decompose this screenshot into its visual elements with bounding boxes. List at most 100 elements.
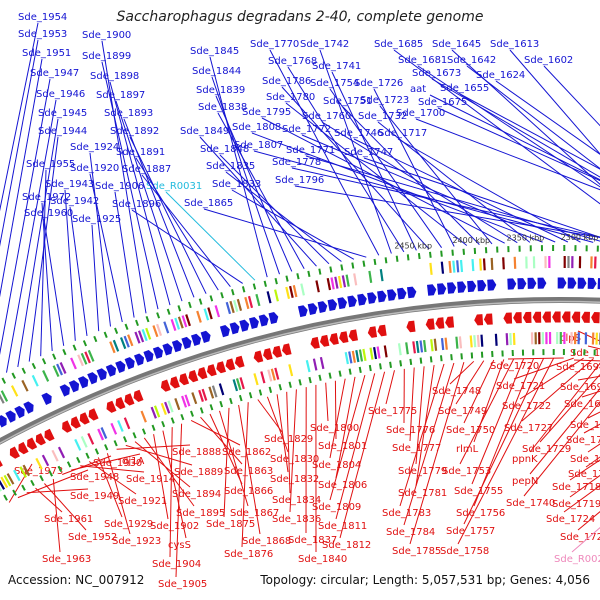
cog-bar-inner	[469, 335, 473, 348]
top-gene-label: Sde_1896	[112, 199, 161, 210]
top-leader-line	[543, 65, 600, 127]
gene-arrow-forward	[477, 280, 487, 292]
cog-bar-inner	[211, 385, 218, 398]
bottom-gene-label: ppnK	[512, 454, 538, 465]
bottom-leader-line	[266, 396, 289, 453]
top-leader-line	[269, 49, 380, 256]
bottom-leader-line	[286, 391, 291, 494]
bottom-gene-label: Sde_1800	[310, 423, 359, 434]
cog-bar-outer	[177, 316, 184, 329]
top-gene-label: Sde_1892	[110, 126, 159, 137]
bottom-gene-label: Sde_1905	[158, 579, 207, 590]
tick-ring-outer	[198, 298, 203, 305]
gene-arrow-forward	[297, 305, 308, 318]
bottom-leader-line	[455, 360, 485, 405]
bottom-gene-label: Sde_1949	[70, 491, 119, 502]
cog-bar-inner	[351, 350, 356, 363]
cog-bar-inner	[167, 400, 174, 413]
gene-arrow-forward	[171, 340, 182, 353]
cog-bar-outer	[479, 258, 482, 271]
tick-ring-outer	[156, 312, 161, 319]
cog-bar-inner	[0, 479, 6, 490]
top-leader-line	[89, 152, 111, 327]
tick-ring-inner	[12, 489, 17, 496]
cog-bar-inner	[100, 427, 108, 439]
kbp-label: 2400 kbp	[452, 236, 490, 245]
bottom-leader-line	[539, 373, 600, 443]
gene-arrow-forward	[357, 293, 367, 306]
bottom-leader-line	[125, 444, 193, 466]
bottom-gene-label: Sde_1696	[564, 399, 600, 410]
tick-ring-inner	[409, 358, 413, 366]
bottom-gene-label: Sde_1694	[556, 362, 600, 373]
bottom-gene-label: Sde_1952	[68, 532, 117, 543]
cog-bar-inner	[458, 336, 463, 349]
bottom-leader-line	[62, 455, 112, 475]
bottom-leader-line	[459, 358, 515, 465]
bottom-leader-line	[573, 359, 600, 362]
bottom-gene-label: Sde_1725	[560, 532, 600, 543]
bottom-leader-line	[399, 363, 445, 507]
top-gene-label: Sde_1953	[18, 29, 67, 40]
tick-ring-outer	[93, 335, 98, 343]
bottom-gene-label: Sde_1889	[174, 467, 223, 478]
bottom-leader-line	[134, 441, 191, 488]
gene-arrow-forward	[377, 290, 387, 303]
gene-arrow-reverse	[542, 311, 551, 323]
gene-arrow-forward	[200, 330, 211, 343]
top-leader-line	[64, 189, 76, 341]
top-gene-label: Sde_1899	[82, 51, 131, 62]
bottom-leader-line	[238, 404, 261, 535]
gene-arrow-reverse	[216, 361, 226, 374]
cog-bar-outer	[266, 291, 272, 304]
top-leader-line	[466, 65, 600, 170]
bottom-gene-label: Sde_1895	[176, 508, 225, 519]
tick-ring-outer	[384, 257, 388, 264]
tick-ring-outer	[440, 250, 443, 257]
top-gene-label: Sde_1972	[22, 192, 71, 203]
kbp-label: 2450 kbp	[394, 242, 432, 251]
bottom-gene-label: Sde_1779	[398, 466, 447, 477]
bottom-gene-label: Sde_1710	[568, 469, 600, 480]
tick-ring-inner	[85, 452, 90, 459]
top-gene-label: Sde_1685	[374, 39, 423, 50]
gene-arrow-reverse	[320, 334, 330, 347]
cog-bar-outer	[225, 301, 232, 315]
cog-bar-outer	[0, 393, 5, 404]
top-leader-line	[101, 61, 159, 310]
cog-bar-outer	[134, 331, 141, 344]
gene-arrow-reverse	[35, 433, 46, 446]
gene-arrow-forward	[14, 405, 25, 419]
tick-ring-inner	[3, 494, 8, 501]
bottom-leader-line	[106, 453, 131, 535]
gene-arrow-forward	[387, 289, 397, 301]
bottom-leader-line	[521, 358, 594, 422]
bottom-gene-label: Sde_1749	[438, 406, 487, 417]
top-gene-label: Sde_1723	[360, 95, 409, 106]
tick-ring-outer	[220, 292, 224, 299]
cog-bar-inner	[35, 457, 43, 470]
cog-bar-outer	[379, 269, 384, 282]
top-leader-line	[437, 107, 600, 182]
top-leader-line	[253, 150, 594, 243]
tick-ring-outer	[21, 367, 27, 374]
top-leader-line	[0, 78, 51, 355]
cog-bar-outer	[448, 260, 452, 274]
cog-bar-inner	[344, 351, 349, 365]
top-leader-line	[141, 174, 231, 288]
cog-bar-outer	[156, 323, 163, 336]
gene-arrow-forward	[249, 317, 259, 329]
bottom-gene-label: Sde_1832	[270, 474, 319, 485]
top-leader-line	[199, 136, 317, 267]
cog-bar-inner	[153, 405, 161, 418]
cog-bar-inner	[383, 345, 388, 358]
top-gene-label: Sde_1807	[234, 140, 283, 151]
cog-bar-outer	[196, 310, 202, 323]
cog-bar-inner	[184, 394, 191, 407]
bottom-gene-label: Sde_1756	[456, 508, 505, 519]
tick-ring-outer	[124, 323, 129, 330]
cog-bar-outer	[59, 362, 67, 374]
kbp-scale-layer: 2100 kbp2150 kbp2200 kbp2250 kbp2300 kbp…	[394, 233, 598, 251]
cog-bar-outer	[163, 321, 170, 334]
